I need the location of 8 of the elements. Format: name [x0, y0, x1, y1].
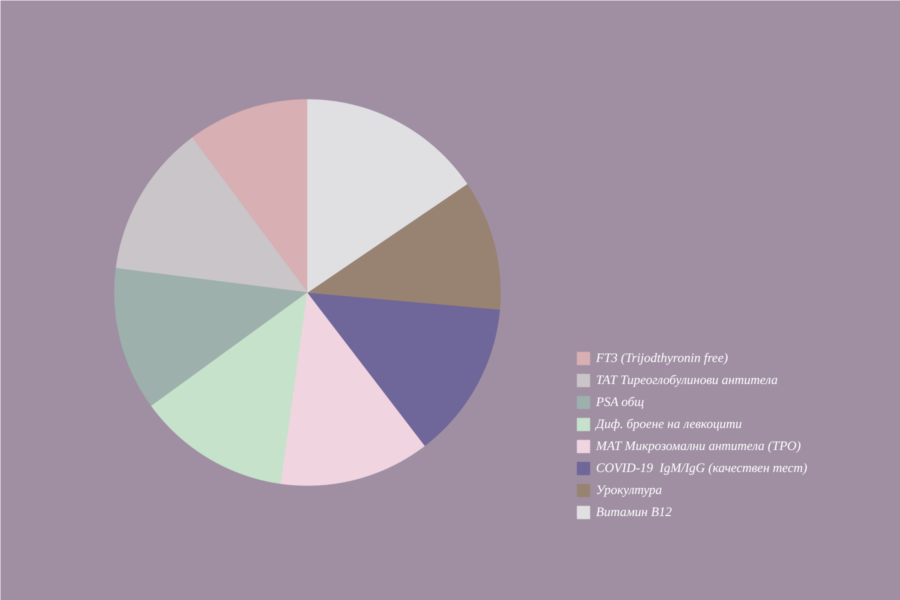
legend-label: COVID-19 IgM/IgG (качествен тест)	[596, 460, 808, 476]
legend-label: FT3 (Trijodthyronin free)	[596, 350, 728, 366]
legend-label: МАТ Микрозомални антитела (ТРО)	[596, 438, 801, 454]
legend-label: ТАТ Тиреоглобулинови антитела	[596, 372, 778, 388]
legend-label: Диф. броене на левкоцити	[596, 416, 742, 432]
legend-label: Урокултура	[596, 482, 662, 498]
legend-label: PSA общ	[596, 394, 644, 410]
legend-label: Витамин B12	[596, 504, 672, 520]
